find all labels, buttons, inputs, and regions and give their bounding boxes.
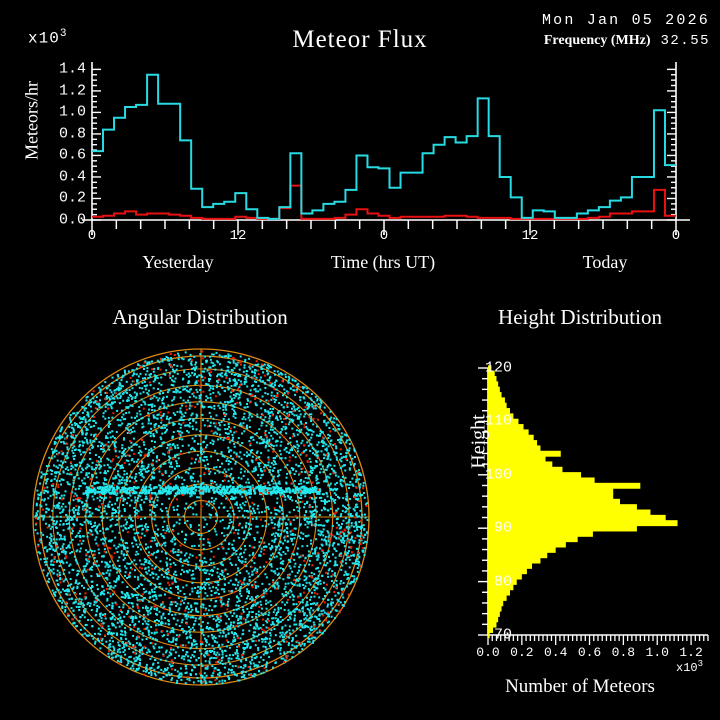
flux-y-tick: 0.6 bbox=[58, 146, 86, 164]
observation-date: Mon Jan 05 2026 bbox=[541, 12, 710, 29]
height-x-tick: 0.8 bbox=[611, 645, 636, 660]
flux-y-tick: 0.4 bbox=[58, 168, 86, 186]
height-distribution-chart bbox=[440, 350, 720, 650]
flux-y-exponent-value: 3 bbox=[59, 28, 68, 40]
flux-x-tick: 12 bbox=[229, 228, 247, 244]
height-x-tick: 0.6 bbox=[577, 645, 602, 660]
page-title: Meteor Flux bbox=[292, 26, 428, 53]
flux-x-tick: 0 bbox=[87, 228, 97, 244]
frequency-value: 32.55 bbox=[660, 33, 710, 49]
flux-x-tick: 0 bbox=[671, 228, 681, 244]
height-x-axis-label: Number of Meteors bbox=[505, 676, 655, 697]
flux-x-tick: 0 bbox=[379, 228, 389, 244]
flux-y-tick: 1.4 bbox=[58, 60, 86, 78]
flux-y-tick: 1.2 bbox=[58, 82, 86, 100]
angular-distribution-chart bbox=[15, 345, 390, 690]
height-y-tick: 100 bbox=[484, 466, 512, 484]
height-distribution-title: Height Distribution bbox=[498, 305, 662, 329]
flux-y-tick: 0.0 bbox=[58, 211, 86, 229]
height-x-tick: 0.4 bbox=[543, 645, 568, 660]
flux-y-tick: 0.2 bbox=[58, 189, 86, 207]
flux-caption-yesterday: Yesterday bbox=[142, 252, 214, 272]
height-y-tick: 90 bbox=[493, 519, 512, 537]
height-y-tick: 120 bbox=[484, 359, 512, 377]
height-x-tick: 1.2 bbox=[679, 645, 703, 660]
height-x-tick-labels: 0.0 0.2 0.4 0.6 0.8 1.0 1.2 bbox=[440, 645, 720, 663]
height-chart-svg bbox=[478, 365, 709, 645]
flux-x-tick: 12 bbox=[521, 228, 539, 244]
angular-distribution-title: Angular Distribution bbox=[112, 305, 288, 329]
flux-y-tick: 1.0 bbox=[58, 103, 86, 121]
flux-y-tick-labels: 0.0 0.2 0.4 0.6 0.8 1.0 1.2 1.4 bbox=[24, 58, 86, 228]
flux-caption-today: Today bbox=[582, 252, 628, 272]
height-x-exponent-prefix: x10 bbox=[676, 661, 698, 675]
flux-y-tick: 0.8 bbox=[58, 125, 86, 143]
flux-x-captions: Yesterday Time (hrs UT) Today bbox=[0, 252, 720, 278]
height-y-tick: 70 bbox=[493, 626, 512, 644]
meteor-flux-chart bbox=[0, 0, 720, 290]
flux-y-exponent: x103 bbox=[28, 28, 67, 47]
flux-y-exponent-prefix: x10 bbox=[28, 29, 60, 48]
height-y-tick: 80 bbox=[493, 573, 512, 591]
flux-x-tick-labels: 0 12 0 12 0 bbox=[0, 228, 720, 250]
height-y-tick: 110 bbox=[484, 412, 512, 430]
angular-chart-svg bbox=[32, 348, 370, 686]
height-x-exponent-value: 3 bbox=[697, 659, 704, 669]
height-x-exponent: x103 bbox=[676, 659, 703, 675]
height-y-tick-labels: 70 80 90 100 110 120 bbox=[470, 361, 512, 644]
height-x-tick: 1.0 bbox=[645, 645, 669, 660]
frequency-label: Frequency (MHz) bbox=[543, 33, 651, 48]
flux-chart-svg bbox=[82, 62, 690, 235]
height-x-tick: 0.0 bbox=[476, 645, 500, 660]
flux-x-axis-label: Time (hrs UT) bbox=[330, 252, 436, 272]
height-x-tick: 0.2 bbox=[510, 645, 534, 660]
frequency-readout: Frequency (MHz) 32.55 bbox=[544, 33, 710, 49]
